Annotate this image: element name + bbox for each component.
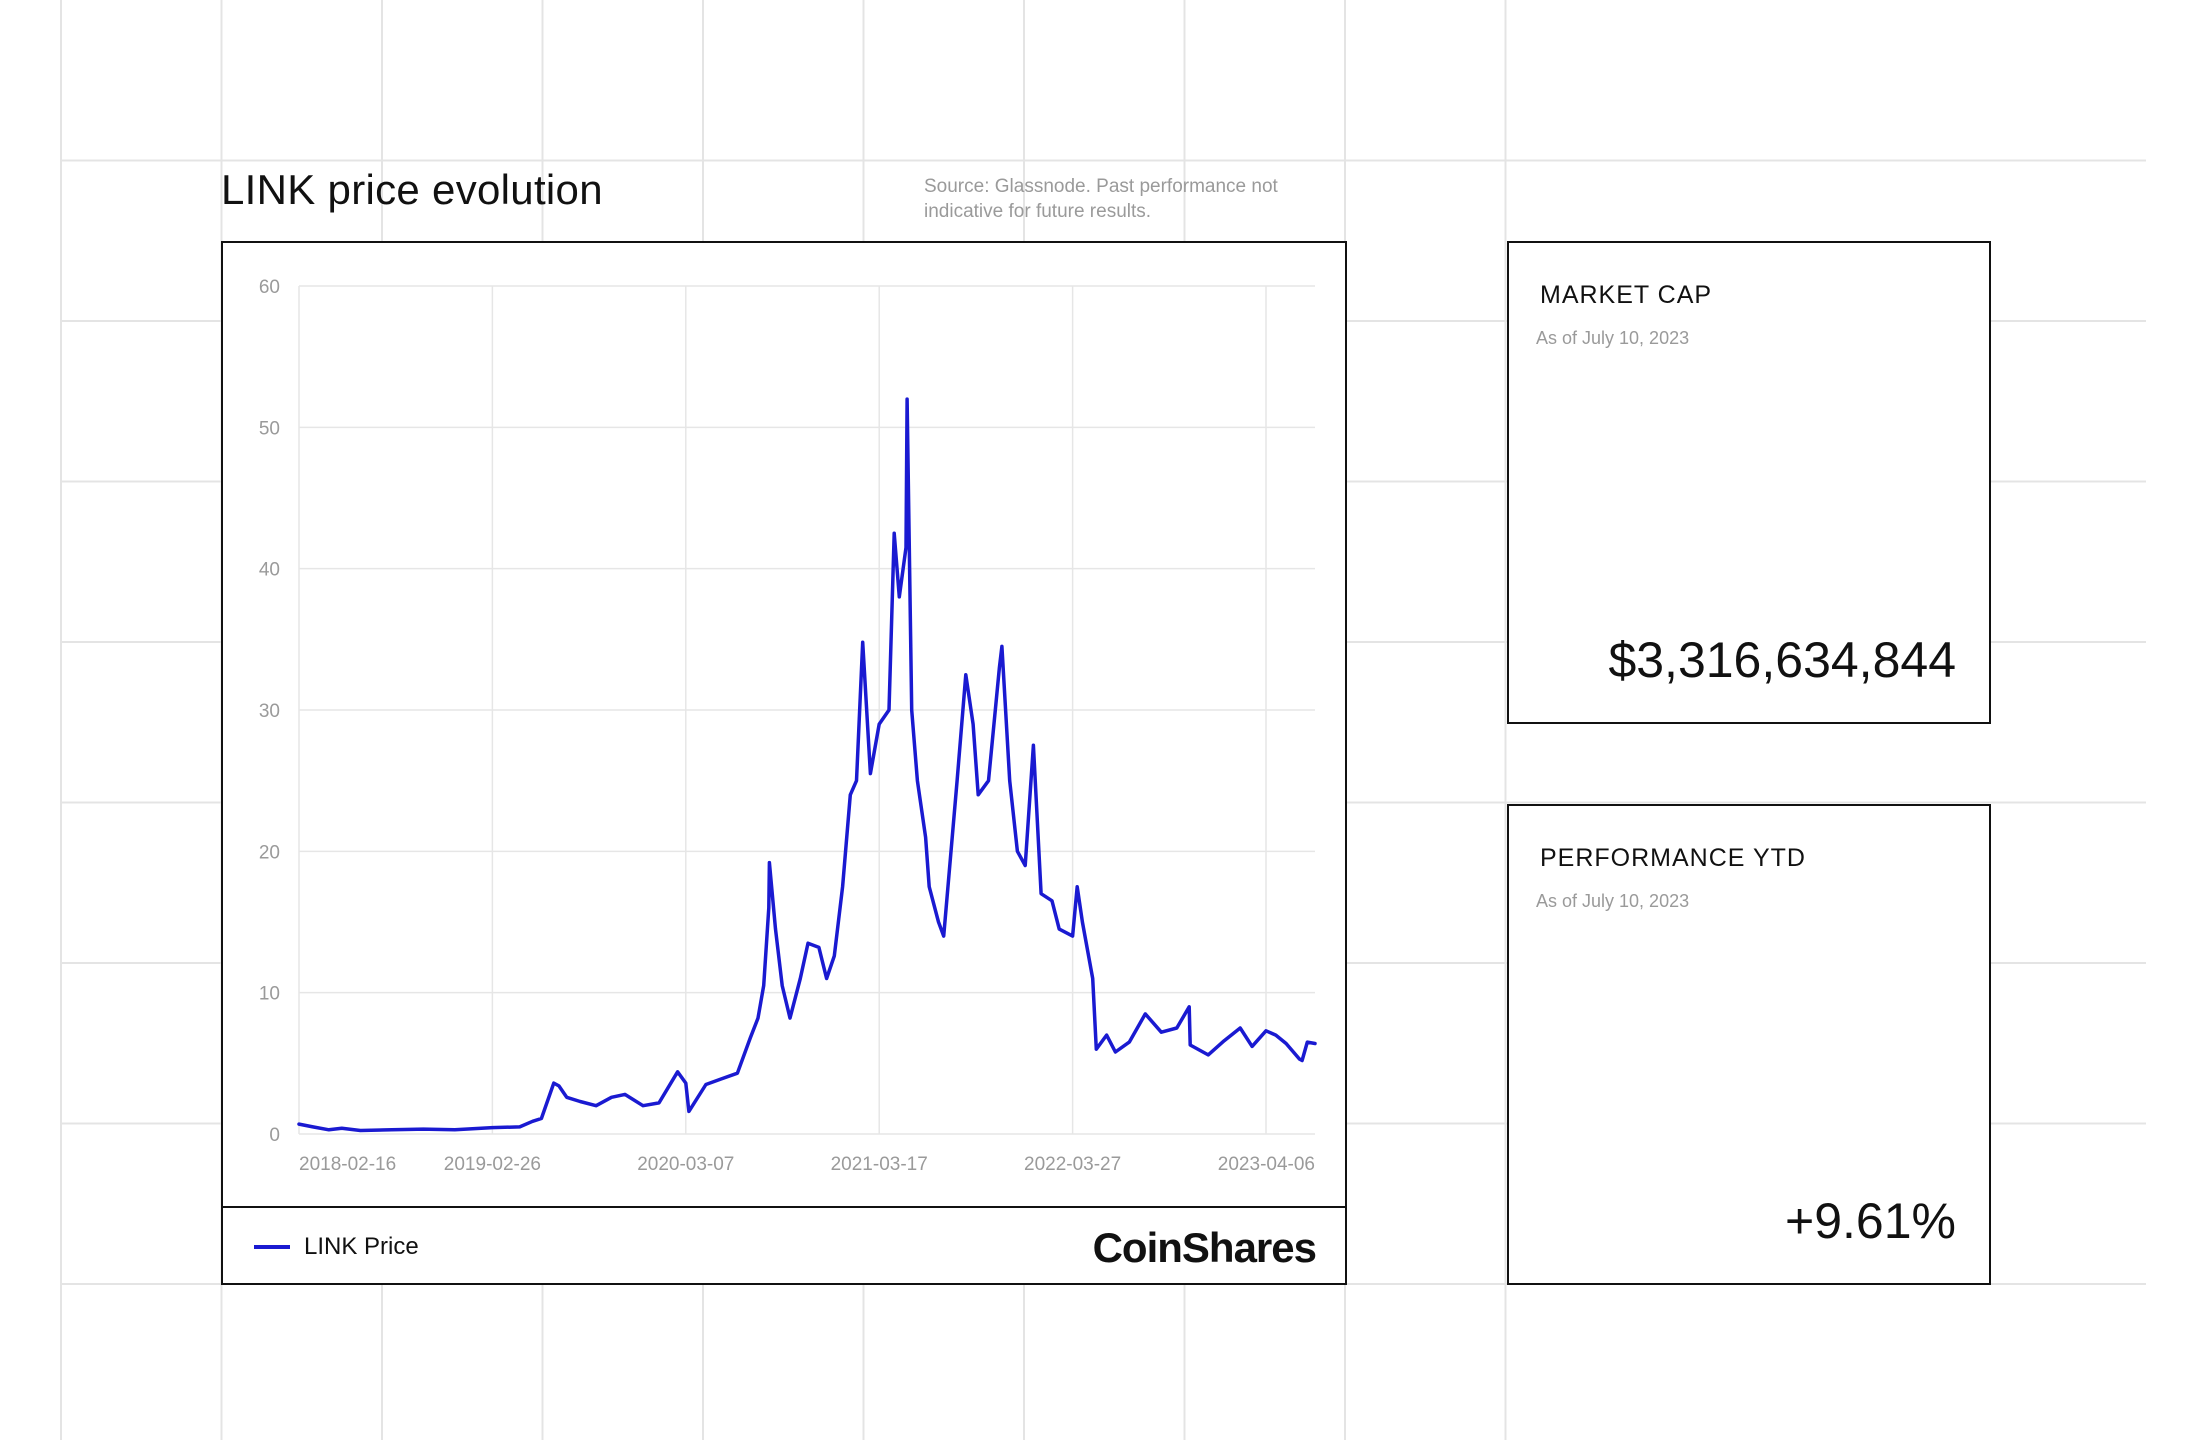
- x-tick-label: 2023-04-06: [1218, 1154, 1315, 1175]
- x-tick-label: 2022-03-27: [1024, 1154, 1121, 1175]
- series-line-link-price: [297, 397, 1317, 1133]
- x-tick-label: 2021-03-17: [831, 1154, 928, 1175]
- source-note: Source: Glassnode. Past performance not …: [924, 176, 1278, 222]
- performance-ytd-title: PERFORMANCE YTD: [1540, 844, 1806, 872]
- market-cap-date: As of July 10, 2023: [1536, 328, 1690, 348]
- chart-panel: 0 10 20 30 40 50 60 2018-02-16 2019-02-26 2020-03…: [221, 241, 1347, 1285]
- x-tick-label: 2020-03-07: [637, 1154, 734, 1175]
- y-tick-label: 20: [259, 842, 280, 863]
- performance-ytd-card: PERFORMANCE YTD As of July 10, 2023 +9.6…: [1507, 804, 1991, 1285]
- legend-swatch: [254, 1245, 290, 1249]
- legend-label: LINK Price: [304, 1233, 419, 1260]
- coinshares-logo: CoinShares: [1092, 1224, 1317, 1271]
- x-tick-label: 2019-02-26: [444, 1154, 541, 1175]
- y-tick-label: 10: [259, 984, 280, 1005]
- performance-ytd-value: +9.61%: [1785, 1193, 1956, 1249]
- y-tick-label: 30: [259, 701, 280, 722]
- legend-bar: LINK Price CoinShares: [223, 1206, 1345, 1285]
- market-cap-title: MARKET CAP: [1540, 281, 1713, 309]
- market-cap-card: MARKET CAP As of July 10, 2023 $3,316,63…: [1507, 241, 1991, 724]
- page-title: LINK price evolution: [221, 166, 603, 213]
- y-tick-label: 50: [259, 418, 280, 439]
- market-cap-value: $3,316,634,844: [1608, 632, 1956, 688]
- y-tick-label: 60: [259, 277, 280, 298]
- performance-ytd-date: As of July 10, 2023: [1536, 891, 1690, 911]
- y-tick-label: 40: [259, 560, 280, 581]
- x-tick-label: 2018-02-16: [299, 1154, 396, 1175]
- y-tick-label: 0: [269, 1125, 280, 1146]
- line-chart: 0 10 20 30 40 50 60 2018-02-16 2019-02-26 2020-03…: [259, 277, 1317, 1175]
